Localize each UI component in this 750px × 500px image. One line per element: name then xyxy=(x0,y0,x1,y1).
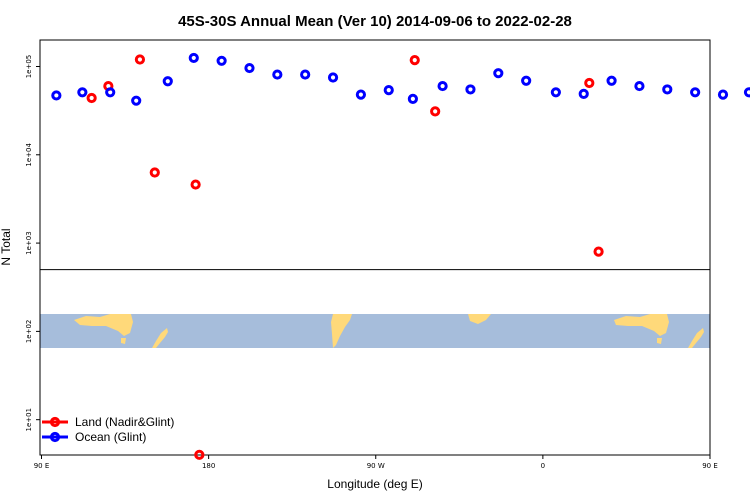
new-zealand-right xyxy=(688,328,704,348)
y-axis-label: N Total xyxy=(0,228,13,265)
plot-frame xyxy=(39,39,711,456)
ocean-point xyxy=(690,87,701,98)
legend: Land (Nadir&Glint) Ocean (Glint) xyxy=(42,415,174,444)
ocean-point xyxy=(355,89,366,100)
x-tick-label: 0 xyxy=(541,462,545,470)
ocean-point xyxy=(662,84,673,95)
ocean-point xyxy=(465,84,476,95)
world-map-strip xyxy=(40,314,710,348)
land-point xyxy=(194,449,205,460)
ocean-point xyxy=(634,80,645,92)
legend-ocean-label: Ocean (Glint) xyxy=(75,430,146,444)
x-tick-label: 180 xyxy=(202,462,215,470)
ocean-point xyxy=(606,75,617,86)
ocean-point xyxy=(162,76,173,87)
x-tick-label: 90 E xyxy=(34,462,50,470)
legend-ocean-marker xyxy=(49,431,61,443)
land-masses xyxy=(74,314,704,348)
tasmania-right xyxy=(657,338,662,344)
australia-right xyxy=(614,314,669,336)
y-tick-label: 1e+03 xyxy=(25,231,33,255)
tasmania-left xyxy=(121,338,126,344)
chart-title: 45S-30S Annual Mean (Ver 10) 2014-09-06 … xyxy=(178,13,572,30)
land-point xyxy=(86,92,97,104)
y-tick-label: 1e+05 xyxy=(25,55,33,79)
legend-land-marker xyxy=(49,416,61,428)
australia-left xyxy=(74,314,133,336)
legend-land-label: Land (Nadir&Glint) xyxy=(75,415,174,429)
ocean-point xyxy=(51,90,62,101)
x-axis: 90 E 180 90 W 0 90 E xyxy=(34,455,718,470)
ocean-point xyxy=(578,88,589,99)
ocean-point xyxy=(437,80,448,92)
ocean-point xyxy=(131,95,142,106)
x-axis-label: Longitude (deg E) xyxy=(327,477,422,491)
ocean-point xyxy=(272,69,283,80)
data-points xyxy=(51,52,750,460)
new-zealand xyxy=(152,328,168,348)
land-point xyxy=(593,246,604,257)
y-axis: 1e+01 1e+02 1e+03 1e+04 1e+05 xyxy=(25,55,40,432)
ocean-point xyxy=(216,55,227,66)
y-tick-label: 1e+01 xyxy=(25,408,33,432)
ocean-point xyxy=(493,68,504,79)
ocean-point xyxy=(521,75,532,86)
x-tick-label: 90 E xyxy=(702,462,718,470)
ocean-point xyxy=(77,87,88,98)
land-point xyxy=(190,179,201,190)
ocean-point xyxy=(105,87,116,98)
ocean-point xyxy=(383,85,394,96)
africa-tip xyxy=(468,314,491,324)
land-point xyxy=(430,106,441,117)
y-tick-label: 1e+02 xyxy=(25,320,33,344)
ocean-band xyxy=(40,314,710,348)
ocean-point xyxy=(300,69,311,80)
y-tick-label: 1e+04 xyxy=(25,142,33,166)
ocean-point xyxy=(188,52,199,64)
land-point xyxy=(584,77,595,89)
ocean-point xyxy=(550,87,561,98)
x-tick-label: 90 W xyxy=(367,462,385,470)
land-point xyxy=(149,167,160,178)
ocean-point xyxy=(244,62,255,74)
ocean-point xyxy=(717,89,729,100)
land-point xyxy=(134,54,146,65)
ocean-point xyxy=(407,93,418,104)
south-america xyxy=(331,314,352,348)
land-point xyxy=(409,55,420,66)
ocean-point xyxy=(743,87,750,98)
ocean-point xyxy=(327,72,339,83)
